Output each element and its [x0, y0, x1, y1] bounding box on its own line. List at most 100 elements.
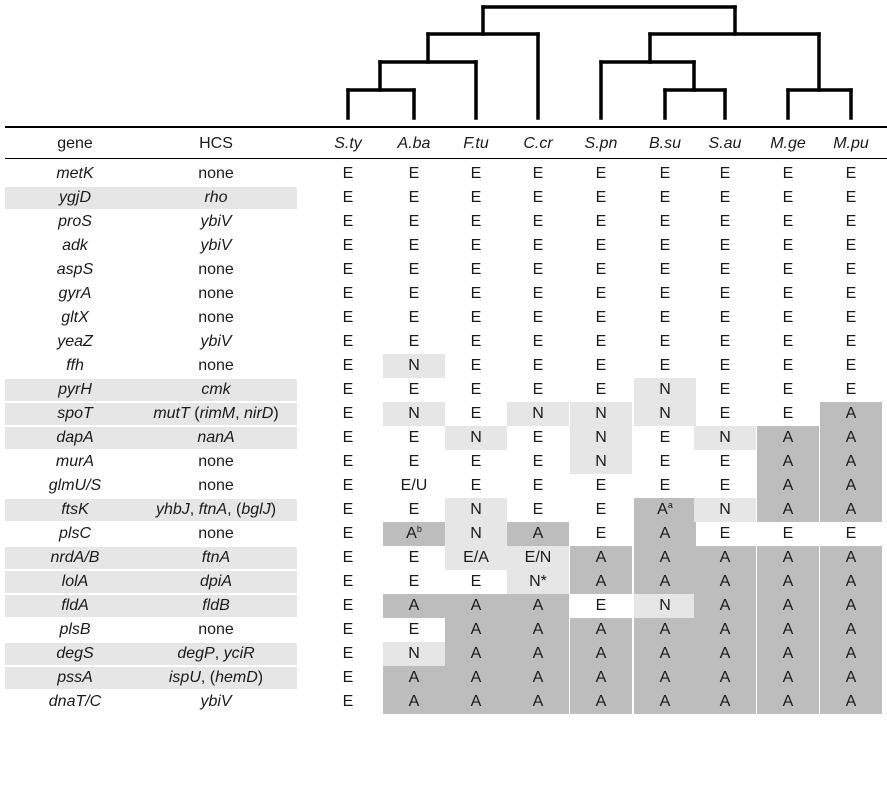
cell-value: A: [595, 693, 607, 710]
cell-value: A: [470, 693, 482, 710]
essentiality-cell: E: [570, 522, 632, 546]
essentiality-cell: E: [694, 450, 756, 474]
cell-shade-dark: [570, 690, 632, 714]
cell-value: E: [532, 357, 544, 374]
essentiality-cell: N*: [507, 570, 569, 594]
essentiality-cell: E: [634, 306, 696, 330]
cell-value: E: [782, 165, 794, 182]
cell-shade-light: [634, 594, 696, 618]
cell-value: E: [342, 213, 354, 230]
cell-shade-dark: [383, 594, 445, 618]
cell-value: E: [532, 381, 544, 398]
essentiality-cell: E: [694, 282, 756, 306]
essentiality-cell: E: [820, 306, 882, 330]
cell-shade-light: [570, 426, 632, 450]
cell-value: E: [595, 333, 607, 350]
cell-value: E: [845, 285, 857, 302]
essentiality-cell: A: [820, 426, 882, 450]
cell-shade-dark: [757, 474, 819, 498]
cell-value: E: [532, 213, 544, 230]
cell-footnote-mark: a: [667, 500, 673, 510]
essentiality-cell: E: [383, 450, 445, 474]
cell-value: E: [470, 405, 482, 422]
cell-value: E: [342, 549, 354, 566]
essentiality-cell: E: [570, 474, 632, 498]
essentiality-cell: E: [570, 594, 632, 618]
cell-value: E: [719, 189, 731, 206]
essentiality-cell: A: [445, 690, 507, 714]
cell-value: E: [845, 261, 857, 278]
essentiality-cell: E: [317, 666, 379, 690]
hcs-part: ,: [235, 405, 244, 422]
cell-shade-dark: [634, 642, 696, 666]
cell-shade-dark: [757, 498, 819, 522]
cell-value: E: [719, 381, 731, 398]
cell-value: A: [532, 645, 544, 662]
cell-value: A: [659, 621, 671, 638]
hcs-value: ybiV: [140, 330, 292, 354]
essentiality-cell: E: [694, 258, 756, 282]
essentiality-cell: N: [445, 498, 507, 522]
cell-value: E: [659, 477, 671, 494]
cell-value: E: [845, 381, 857, 398]
essentiality-cell: E: [507, 330, 569, 354]
essentiality-cell: A: [445, 642, 507, 666]
essentiality-cell: E: [570, 258, 632, 282]
cell-value: E: [595, 285, 607, 302]
hcs-value: ybiV: [140, 234, 292, 258]
hcs-part: mutT: [153, 405, 190, 422]
essentiality-cell: E: [694, 378, 756, 402]
cell-value: E: [342, 501, 354, 518]
cell-value: E: [845, 333, 857, 350]
hcs-value: none: [140, 162, 292, 186]
hcs-part: ,: [214, 645, 224, 662]
cell-value: E: [342, 669, 354, 686]
cell-value: A: [719, 597, 731, 614]
gene-name: nrdA/B: [50, 549, 100, 566]
essentiality-cell: E: [694, 354, 756, 378]
essentiality-cell: A: [570, 666, 632, 690]
cell-value: E: [342, 309, 354, 326]
cell-shade-dark: [757, 642, 819, 666]
cell-value: E: [595, 477, 607, 494]
hcs-value: ftnA: [140, 546, 292, 570]
essentiality-cell: E: [507, 474, 569, 498]
cell-value: A: [845, 453, 857, 470]
gene-name: gltX: [61, 309, 89, 326]
cell-shade-dark: [445, 642, 507, 666]
cell-value: E: [532, 285, 544, 302]
cell-value: A: [845, 693, 857, 710]
essentiality-cell: E: [757, 162, 819, 186]
essentiality-cell: E: [317, 594, 379, 618]
essentiality-cell: A: [634, 522, 696, 546]
cell-shade-dark: [634, 546, 696, 570]
cell-shade-light: [383, 354, 445, 378]
gene-name: degS: [56, 645, 94, 662]
essentiality-cell: E: [317, 378, 379, 402]
cell-value: E: [782, 333, 794, 350]
essentiality-cell: E: [634, 210, 696, 234]
cell-value: E: [719, 213, 731, 230]
essentiality-cell: E: [317, 354, 379, 378]
row-highlight: [5, 403, 297, 425]
header-gene: gene: [57, 135, 93, 152]
cell-value: E: [470, 573, 482, 590]
essentiality-cell: E: [570, 378, 632, 402]
hcs-part: ybiV: [200, 693, 232, 710]
row-highlight: [5, 187, 297, 209]
essentiality-cell: N: [694, 498, 756, 522]
essentiality-cell: E: [570, 354, 632, 378]
cell-value: E: [845, 165, 857, 182]
cell-value: E: [595, 381, 607, 398]
cell-value: E: [532, 453, 544, 470]
essentiality-cell: E: [820, 258, 882, 282]
essentiality-cell: E: [317, 474, 379, 498]
cell-shade-dark: [570, 570, 632, 594]
cell-value: E: [408, 165, 420, 182]
essentiality-cell: N: [383, 402, 445, 426]
essentiality-cell: A: [820, 402, 882, 426]
cell-shade-light: [383, 402, 445, 426]
essentiality-cell: E: [694, 330, 756, 354]
essentiality-cell: E: [445, 282, 507, 306]
essentiality-cell: N: [383, 642, 445, 666]
